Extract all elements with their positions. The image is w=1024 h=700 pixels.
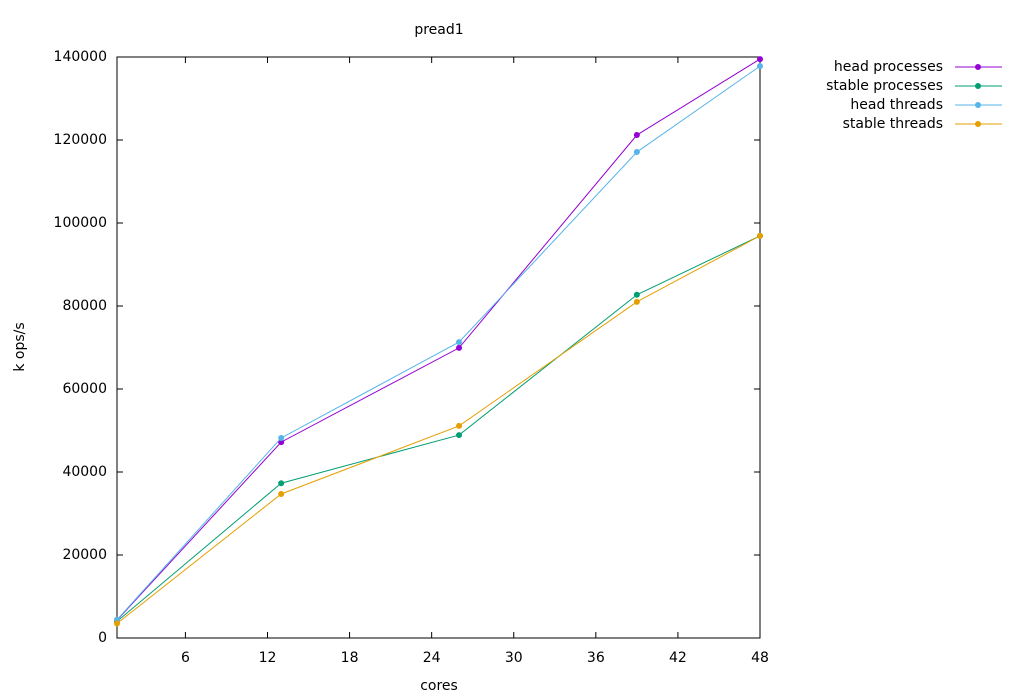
y-tick-label: 0 [98,630,107,646]
data-point [278,490,285,497]
data-point [456,344,463,351]
data-point [757,232,763,239]
data-point [114,620,120,627]
y-tick-label: 100000 [54,215,107,231]
x-tick-label: 12 [259,650,277,666]
y-tick-label: 80000 [62,298,107,314]
chart-title: pread1 [414,22,463,38]
legend-label: head processes [834,59,943,75]
x-tick-label: 42 [669,650,687,666]
data-point [757,56,763,63]
legend-label: stable threads [843,116,943,132]
y-tick-label: 140000 [54,49,107,65]
data-point [456,422,463,429]
y-axis-label: k ops/s [12,322,28,371]
x-tick-label: 30 [505,650,523,666]
y-tick-label: 40000 [62,464,107,480]
x-tick-label: 48 [751,650,769,666]
legend-marker [975,83,981,89]
data-point [633,149,640,156]
legend-label: stable processes [826,78,943,94]
data-point [278,480,285,487]
legend-label: head threads [850,97,943,113]
data-point [456,432,463,439]
data-point [278,434,285,441]
legend-marker [975,102,981,108]
legend-marker [975,64,981,70]
y-tick-label: 60000 [62,381,107,397]
x-tick-label: 24 [423,650,441,666]
plot-border [116,56,761,639]
y-tick-label: 120000 [54,132,107,148]
data-point [278,439,285,446]
y-tick-label: 20000 [62,547,107,563]
data-point [456,339,463,346]
data-point [633,291,640,298]
legend-marker [975,121,981,127]
x-axis-label: cores [420,678,458,694]
x-tick-label: 6 [181,650,190,666]
data-point [757,63,763,70]
data-point [633,132,640,139]
data-point [633,298,640,305]
x-tick-label: 18 [341,650,359,666]
x-tick-label: 36 [587,650,605,666]
